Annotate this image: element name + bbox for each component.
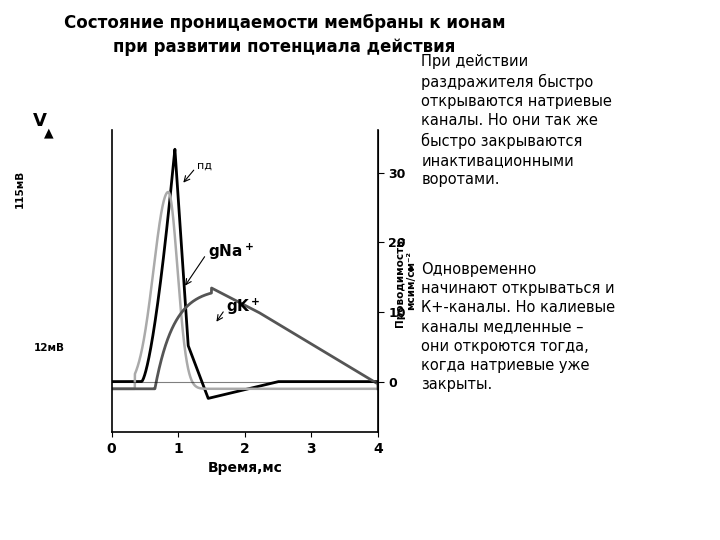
Text: 115мВ: 115мВ bbox=[15, 170, 25, 208]
Text: пд: пд bbox=[197, 160, 212, 171]
Text: Одновременно
начинают открываться и
К+-каналы. Но калиевые
каналы медленные –
он: Одновременно начинают открываться и К+-к… bbox=[421, 262, 616, 392]
Text: •: • bbox=[405, 262, 415, 280]
Text: Состояние проницаемости мембраны к ионам: Состояние проницаемости мембраны к ионам bbox=[63, 14, 505, 32]
Text: 12мВ: 12мВ bbox=[33, 343, 65, 353]
Text: V: V bbox=[32, 112, 47, 131]
Text: Проводимость,
мсим/см⁻²: Проводимость, мсим/см⁻² bbox=[395, 235, 416, 327]
Text: $\mathbf{gK^+}$: $\mathbf{gK^+}$ bbox=[226, 297, 261, 318]
X-axis label: Время,мс: Время,мс bbox=[207, 461, 282, 475]
Text: При действии
раздражителя быстро
открываются натриевые
каналы. Но они так же
быс: При действии раздражителя быстро открыва… bbox=[421, 54, 612, 187]
Text: ▲: ▲ bbox=[44, 127, 54, 140]
Text: при развитии потенциала действия: при развитии потенциала действия bbox=[113, 38, 456, 56]
Text: $\mathbf{gNa^+}$: $\mathbf{gNa^+}$ bbox=[208, 242, 254, 262]
